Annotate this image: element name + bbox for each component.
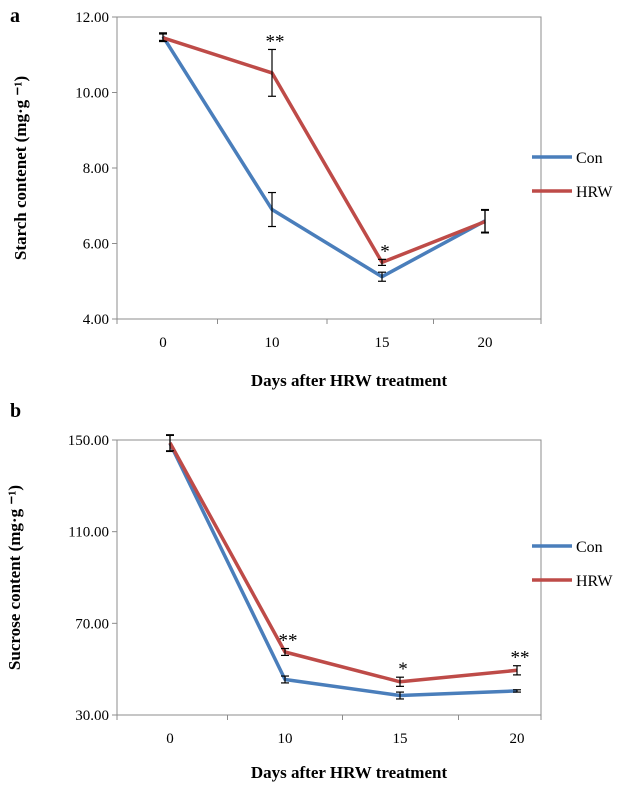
y-tick-label: 4.00: [83, 312, 109, 328]
y-tick-label: 110.00: [68, 525, 109, 541]
y-tick-label: 6.00: [83, 237, 109, 253]
x-tick-label: 15: [393, 731, 408, 747]
error-bar: [481, 209, 489, 234]
error-bar: [281, 675, 289, 684]
x-tick-label: 0: [159, 335, 167, 351]
panel-a: a 4.00 6.00 8.00 10.00 12.00 0 10 15 20 Days after…: [10, 5, 613, 390]
y-tick-label: 12.00: [75, 10, 109, 26]
y-tick-label: 8.00: [83, 161, 109, 177]
series-line-con: [168, 442, 518, 698]
significance-marker: *: [398, 659, 408, 680]
legend-label-hrw: HRW: [576, 573, 613, 590]
x-axis-title: Days after HRW treatment: [251, 763, 448, 782]
significance-marker: **: [511, 648, 530, 669]
x-tick-label: 20: [510, 731, 525, 747]
legend-label-con: Con: [576, 150, 603, 167]
significance-marker: **: [266, 31, 285, 52]
error-bar: [396, 676, 404, 687]
x-tick-label: 10: [278, 731, 293, 747]
x-tick-label: 15: [375, 335, 390, 351]
x-tick-label: 0: [166, 731, 174, 747]
y-tick-label: 150.00: [68, 433, 109, 449]
x-axis-title: Days after HRW treatment: [251, 371, 448, 390]
error-bar: [281, 647, 289, 657]
legend-label-hrw: HRW: [576, 184, 613, 201]
error-bar: [378, 271, 386, 282]
y-tick-label: 30.00: [75, 708, 109, 724]
series-line-hrw: [162, 36, 486, 265]
y-tick-label: 70.00: [75, 616, 109, 632]
y-axis-title: Sucrose content (mg·g ⁻¹): [5, 485, 24, 670]
panel-label: b: [10, 400, 21, 422]
y-axis-title: Starch contenet (mg·g ⁻¹): [11, 76, 30, 260]
x-tick-label: 10: [265, 335, 280, 351]
significance-marker: *: [380, 241, 390, 262]
y-tick-label: 10.00: [75, 86, 109, 102]
error-bar: [396, 691, 404, 700]
panel-label: a: [10, 5, 20, 27]
legend-label-con: Con: [576, 539, 603, 556]
error-bar: [166, 434, 174, 452]
error-bar: [378, 258, 386, 266]
error-bar: [159, 33, 167, 43]
series-line-hrw: [168, 441, 518, 684]
series-line-con: [161, 35, 486, 279]
error-bar: [268, 191, 276, 228]
significance-marker: **: [279, 631, 298, 652]
error-bar: [513, 689, 521, 693]
x-tick-label: 20: [478, 335, 493, 351]
error-bar: [268, 48, 276, 97]
panel-b: b 30.00 70.00 110.00 150.00 0 10 15 20 Days after…: [5, 400, 613, 782]
error-bar: [513, 665, 521, 676]
plot-area-border: [116, 439, 542, 716]
